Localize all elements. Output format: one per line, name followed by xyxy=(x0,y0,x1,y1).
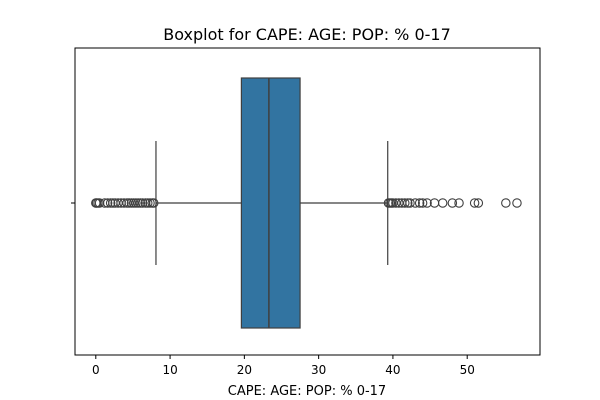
x-tick-label: 10 xyxy=(162,363,177,377)
outlier-point xyxy=(473,198,484,208)
outlier-point xyxy=(447,198,458,208)
outlier-point xyxy=(131,198,141,208)
outlier-point xyxy=(102,198,113,208)
outlier-point xyxy=(135,198,146,208)
outlier-point xyxy=(417,198,428,208)
chart-title: Boxplot for CAPE: AGE: POP: % 0-17 xyxy=(163,25,451,44)
outlier-point xyxy=(437,198,448,208)
outlier-point xyxy=(469,198,480,208)
outlier-point xyxy=(454,198,464,208)
outlier-point xyxy=(133,198,143,208)
outlier-point xyxy=(414,198,425,208)
outlier-point xyxy=(422,198,432,208)
outlier-point xyxy=(148,198,159,208)
outlier-point xyxy=(145,198,155,208)
outlier-point xyxy=(105,198,116,208)
outlier-point xyxy=(501,198,511,208)
x-tick-label: 20 xyxy=(237,363,252,377)
outlier-point xyxy=(410,198,420,208)
outlier-point xyxy=(143,198,153,208)
x-tick-label: 30 xyxy=(311,363,326,377)
outlier-point xyxy=(403,198,413,208)
interquartile-box xyxy=(240,77,301,329)
x-axis-label: CAPE: AGE: POP: % 0-17 xyxy=(228,384,386,399)
outlier-point xyxy=(119,198,129,208)
x-tick-label: 50 xyxy=(460,363,475,377)
outlier-point xyxy=(137,198,148,208)
x-tick-label: 0 xyxy=(92,363,100,377)
x-axis: 0 10 20 30 40 50 xyxy=(71,202,475,377)
outlier-point xyxy=(405,198,415,208)
plot-frame xyxy=(74,47,541,356)
box-plot-group xyxy=(91,77,522,329)
outlier-point xyxy=(400,198,410,208)
x-tick-label: 40 xyxy=(385,363,400,377)
outlier-point xyxy=(512,198,522,208)
